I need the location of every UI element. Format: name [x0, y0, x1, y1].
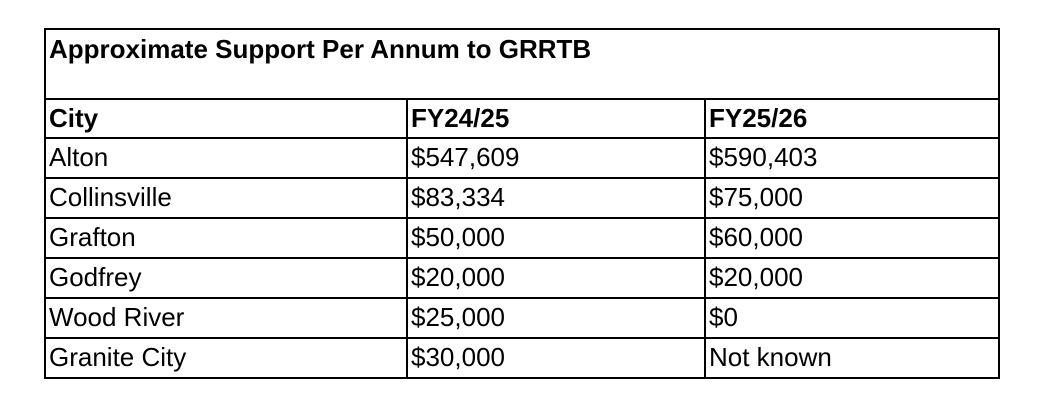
cell-city: Godfrey — [44, 257, 408, 299]
cell-fy2526: $20,000 — [703, 257, 1001, 299]
cell-fy2526: $590,403 — [703, 137, 1001, 179]
cell-fy2526: $60,000 — [703, 217, 1001, 259]
cell-fy2425: $83,334 — [406, 177, 706, 219]
cell-fy2425: $20,000 — [406, 257, 706, 299]
cell-fy2526: Not known — [703, 337, 1001, 379]
table-header-row: City FY24/25 FY25/26 — [44, 98, 1001, 139]
cell-city: Collinsville — [44, 177, 408, 219]
cell-city: Wood River — [44, 297, 408, 339]
cell-city: Alton — [44, 137, 408, 179]
table-row: Grafton $50,000 $60,000 — [44, 217, 1001, 259]
table-title-row: Approximate Support Per Annum to GRRTB — [43, 28, 1001, 100]
cell-fy2425: $547,609 — [406, 137, 706, 179]
table-title: Approximate Support Per Annum to GRRTB — [43, 28, 1001, 100]
table-row: Collinsville $83,334 $75,000 — [44, 177, 1001, 219]
cell-fy2526: $0 — [703, 297, 1001, 339]
cell-city: Grafton — [44, 217, 408, 259]
column-header-fy2526: FY25/26 — [703, 98, 1001, 139]
table-row: Godfrey $20,000 $20,000 — [44, 257, 1001, 299]
table-row: Wood River $25,000 $0 — [44, 297, 1001, 339]
support-table: Approximate Support Per Annum to GRRTB C… — [43, 28, 1001, 379]
cell-city: Granite City — [44, 337, 408, 379]
cell-fy2425: $25,000 — [406, 297, 706, 339]
table-row: Alton $547,609 $590,403 — [44, 137, 1001, 179]
column-header-fy2425: FY24/25 — [406, 98, 706, 139]
column-header-city: City — [44, 98, 408, 139]
cell-fy2425: $50,000 — [406, 217, 706, 259]
table-row: Granite City $30,000 Not known — [44, 337, 1001, 379]
cell-fy2526: $75,000 — [703, 177, 1001, 219]
cell-fy2425: $30,000 — [406, 337, 706, 379]
